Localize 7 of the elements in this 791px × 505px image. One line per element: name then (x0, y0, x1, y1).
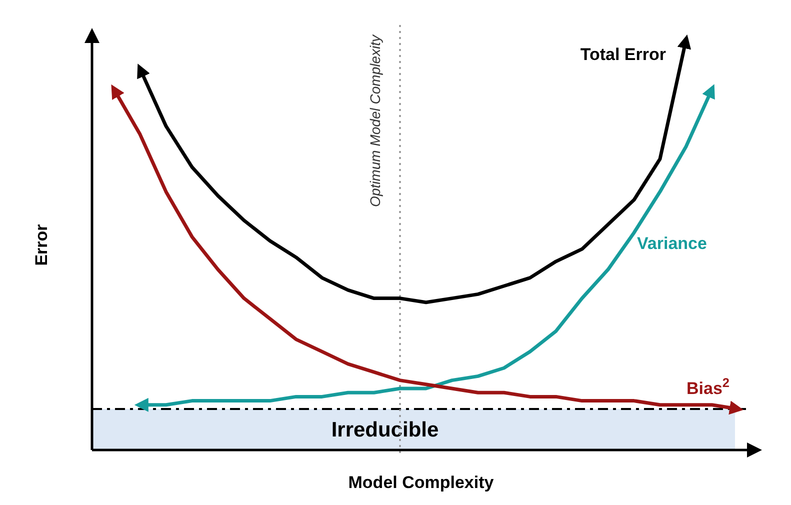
series-label: Variance (637, 234, 707, 254)
band-label: Irreducible (331, 418, 439, 442)
series-label: Bias$^{2}$ (686, 374, 730, 398)
annotation: Optimum Model Complexity (367, 34, 383, 207)
y-axis-title: Error (32, 224, 51, 266)
x-axis-title: Model Complexity (348, 473, 494, 492)
series-label: Total Error (580, 45, 666, 64)
